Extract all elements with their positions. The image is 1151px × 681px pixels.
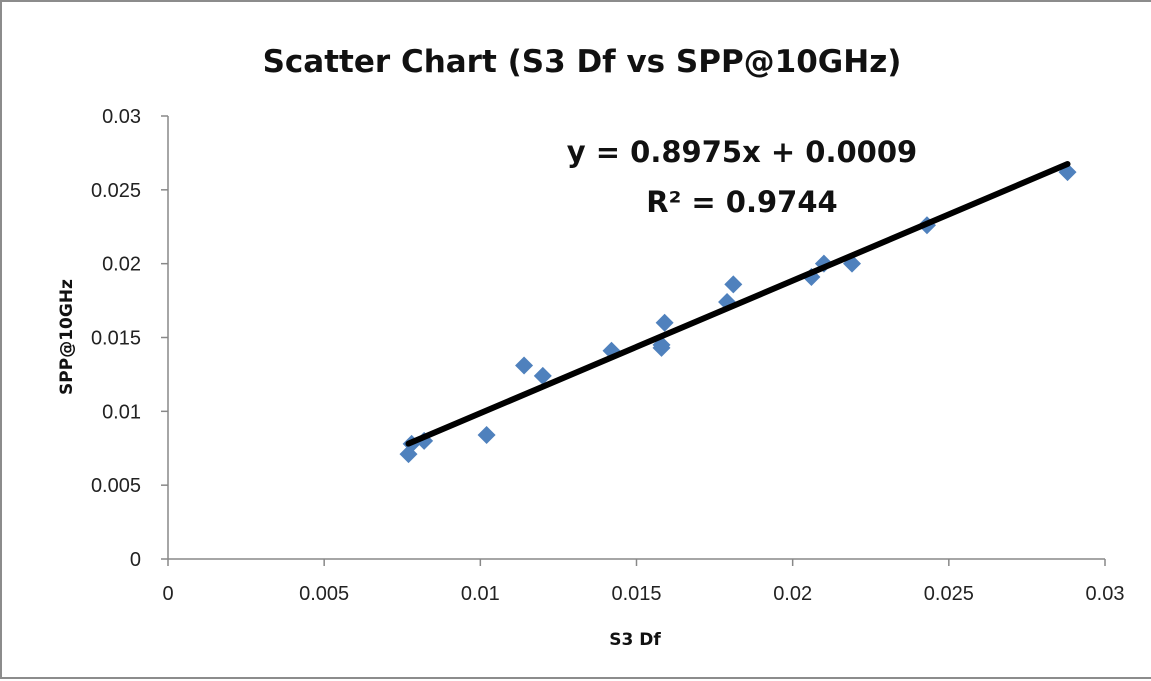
data-point	[533, 366, 552, 385]
trendline-r-squared: R² = 0.9744	[646, 185, 837, 219]
data-point	[655, 313, 674, 332]
x-tick-label: 0.025	[924, 583, 974, 605]
x-tick-label: 0.02	[773, 583, 812, 605]
x-tick-label: 0.015	[611, 583, 661, 605]
x-tick-label: 0.03	[1086, 583, 1125, 605]
y-tick-label: 0.03	[102, 106, 141, 128]
chart-title: Scatter Chart (S3 Df vs SPP@10GHz)	[263, 44, 902, 80]
y-tick-label: 0.015	[91, 328, 141, 350]
trendline	[405, 161, 1071, 447]
x-tick-label: 0.01	[461, 583, 500, 605]
data-point	[477, 425, 496, 444]
tick-labels: 0 0.005 0.01 0.015 0.02 0.025 0.03 0 0.005 0.01 0.…	[91, 106, 1125, 605]
trendline-equation: y = 0.8975x + 0.0009	[567, 135, 917, 169]
y-tick-label: 0	[130, 549, 141, 571]
x-tick-label: 0.005	[299, 583, 349, 605]
y-tick-label: 0.005	[91, 475, 141, 497]
y-tick-label: 0.02	[102, 254, 141, 276]
y-axis-title: SPP@10GHz	[57, 279, 77, 395]
data-point	[515, 356, 534, 375]
x-axis-title: S3 Df	[609, 630, 661, 650]
trendline-group	[405, 161, 1071, 447]
axes	[161, 115, 1106, 566]
data-point	[843, 254, 862, 273]
data-point	[724, 275, 743, 294]
y-tick-label: 0.01	[102, 401, 141, 423]
x-tick-label: 0	[162, 583, 173, 605]
y-tick-label: 0.025	[91, 180, 141, 202]
